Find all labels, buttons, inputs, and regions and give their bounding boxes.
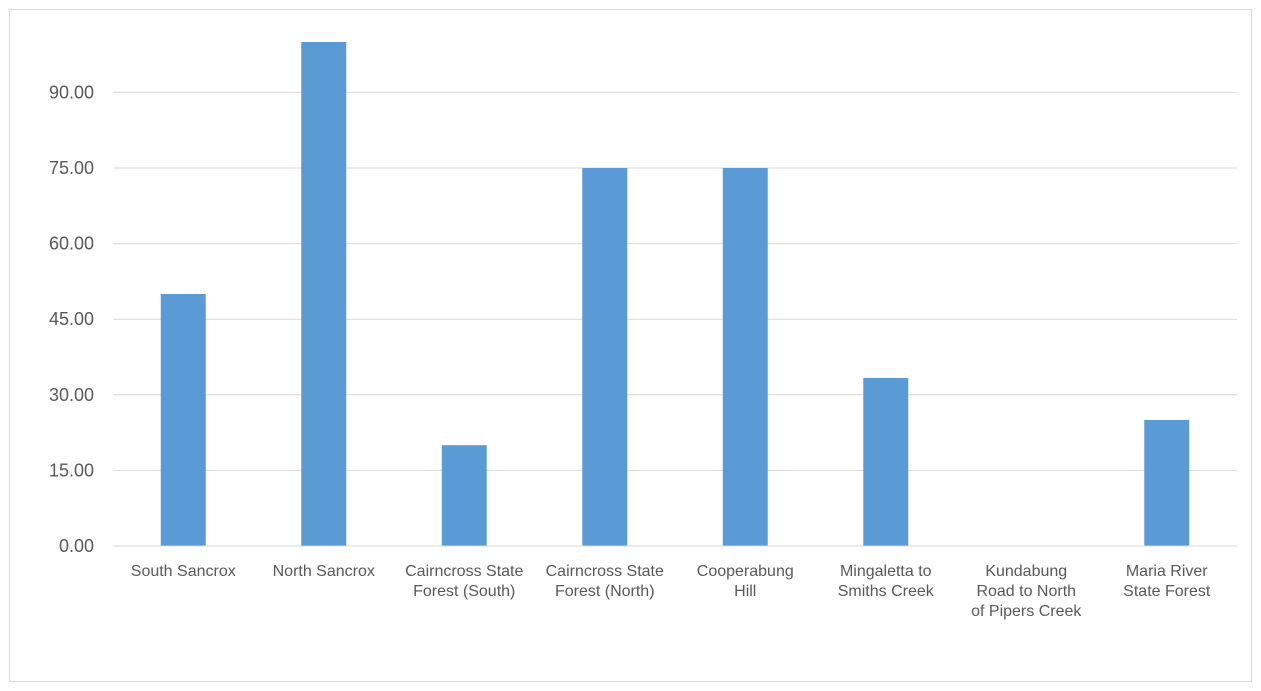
x-tick-label: Cooperabung Hill xyxy=(697,563,794,600)
x-tick-label: South Sancrox xyxy=(131,563,236,580)
y-tick-label: 60.00 xyxy=(49,234,94,254)
x-tick-label: North Sancrox xyxy=(273,563,375,580)
y-tick-label: 90.00 xyxy=(49,82,94,102)
bar xyxy=(722,168,768,546)
y-tick-label: 15.00 xyxy=(49,460,94,480)
y-tick-label: 45.00 xyxy=(49,309,94,329)
y-tick-label: 30.00 xyxy=(49,385,94,405)
x-tick-label: Cairncross State Forest (South) xyxy=(405,563,523,600)
x-tick-label: Maria River State Forest xyxy=(1123,563,1211,600)
x-tick-labels: South Sancrox North Sancrox Cairncross Sta… xyxy=(131,563,1211,620)
bar xyxy=(582,168,628,546)
bar xyxy=(160,294,206,546)
x-tick-label: Kundabung Road to North of Pipers Creek xyxy=(971,563,1082,620)
chart-frame xyxy=(9,9,1252,682)
x-tick-label: Mingaletta to Smiths Creek xyxy=(838,563,935,600)
bar xyxy=(441,445,487,546)
gridlines xyxy=(113,91,1237,471)
bar xyxy=(301,42,347,546)
bar xyxy=(863,378,909,546)
y-tick-labels: 0.00 15.00 30.00 45.00 60.00 75.00 90.00 xyxy=(49,82,94,556)
x-tick-label: Cairncross State Forest (North) xyxy=(546,563,664,600)
bar xyxy=(1144,420,1190,546)
bars xyxy=(160,42,1190,546)
y-tick-label: 75.00 xyxy=(49,158,94,178)
y-tick-label: 0.00 xyxy=(59,536,94,556)
